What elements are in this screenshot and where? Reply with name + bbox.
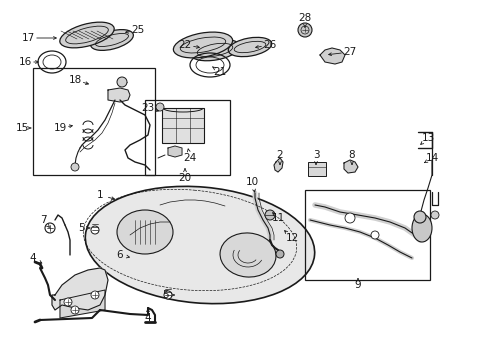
- Text: 1: 1: [97, 190, 103, 200]
- Text: 6: 6: [117, 250, 123, 260]
- Text: 11: 11: [271, 213, 285, 223]
- Text: 9: 9: [355, 280, 361, 290]
- Bar: [162, 108, 204, 143]
- Ellipse shape: [117, 210, 173, 254]
- Text: 12: 12: [285, 233, 298, 243]
- Bar: [308, 162, 326, 176]
- Ellipse shape: [190, 39, 240, 61]
- Text: 10: 10: [245, 177, 259, 187]
- Circle shape: [298, 23, 312, 37]
- Ellipse shape: [85, 186, 315, 303]
- Circle shape: [414, 211, 426, 223]
- Circle shape: [276, 250, 284, 258]
- Bar: [145, 100, 230, 175]
- Text: 26: 26: [264, 40, 277, 50]
- Circle shape: [45, 223, 55, 233]
- Text: 20: 20: [178, 173, 192, 183]
- Polygon shape: [344, 160, 358, 173]
- Text: 24: 24: [183, 153, 196, 163]
- Text: 2: 2: [277, 150, 283, 160]
- Ellipse shape: [220, 233, 276, 277]
- Circle shape: [91, 226, 99, 234]
- Circle shape: [71, 306, 79, 314]
- Text: 3: 3: [313, 150, 319, 160]
- Ellipse shape: [173, 32, 233, 58]
- Polygon shape: [168, 146, 182, 157]
- Ellipse shape: [91, 30, 133, 50]
- Ellipse shape: [412, 214, 432, 242]
- Text: 4: 4: [30, 253, 36, 263]
- Text: 8: 8: [349, 150, 355, 160]
- Polygon shape: [320, 48, 345, 64]
- Text: 18: 18: [69, 75, 82, 85]
- Polygon shape: [60, 290, 105, 318]
- Polygon shape: [108, 88, 130, 102]
- Bar: [33, 68, 155, 175]
- Polygon shape: [52, 268, 108, 310]
- Circle shape: [431, 211, 439, 219]
- Ellipse shape: [60, 22, 114, 48]
- Text: 19: 19: [53, 123, 67, 133]
- Circle shape: [117, 77, 127, 87]
- Circle shape: [164, 291, 172, 299]
- Text: 5: 5: [78, 223, 84, 233]
- Circle shape: [371, 231, 379, 239]
- Text: 16: 16: [19, 57, 32, 67]
- Text: 23: 23: [142, 103, 155, 113]
- Ellipse shape: [228, 37, 272, 57]
- Text: 4: 4: [145, 313, 151, 323]
- Text: 13: 13: [421, 133, 435, 143]
- Text: 22: 22: [178, 40, 192, 50]
- Text: 15: 15: [15, 123, 28, 133]
- Text: 7: 7: [40, 215, 47, 225]
- Circle shape: [265, 210, 275, 220]
- Text: 5: 5: [162, 290, 168, 300]
- Circle shape: [64, 298, 72, 306]
- Circle shape: [156, 103, 164, 111]
- Text: 17: 17: [22, 33, 35, 43]
- Circle shape: [71, 163, 79, 171]
- Text: 25: 25: [131, 25, 145, 35]
- Text: 27: 27: [343, 47, 357, 57]
- Bar: [305, 190, 430, 280]
- Text: 14: 14: [425, 153, 439, 163]
- Circle shape: [91, 291, 99, 299]
- Circle shape: [345, 213, 355, 223]
- Text: 21: 21: [213, 67, 227, 77]
- Polygon shape: [274, 158, 283, 172]
- Text: 28: 28: [298, 13, 312, 23]
